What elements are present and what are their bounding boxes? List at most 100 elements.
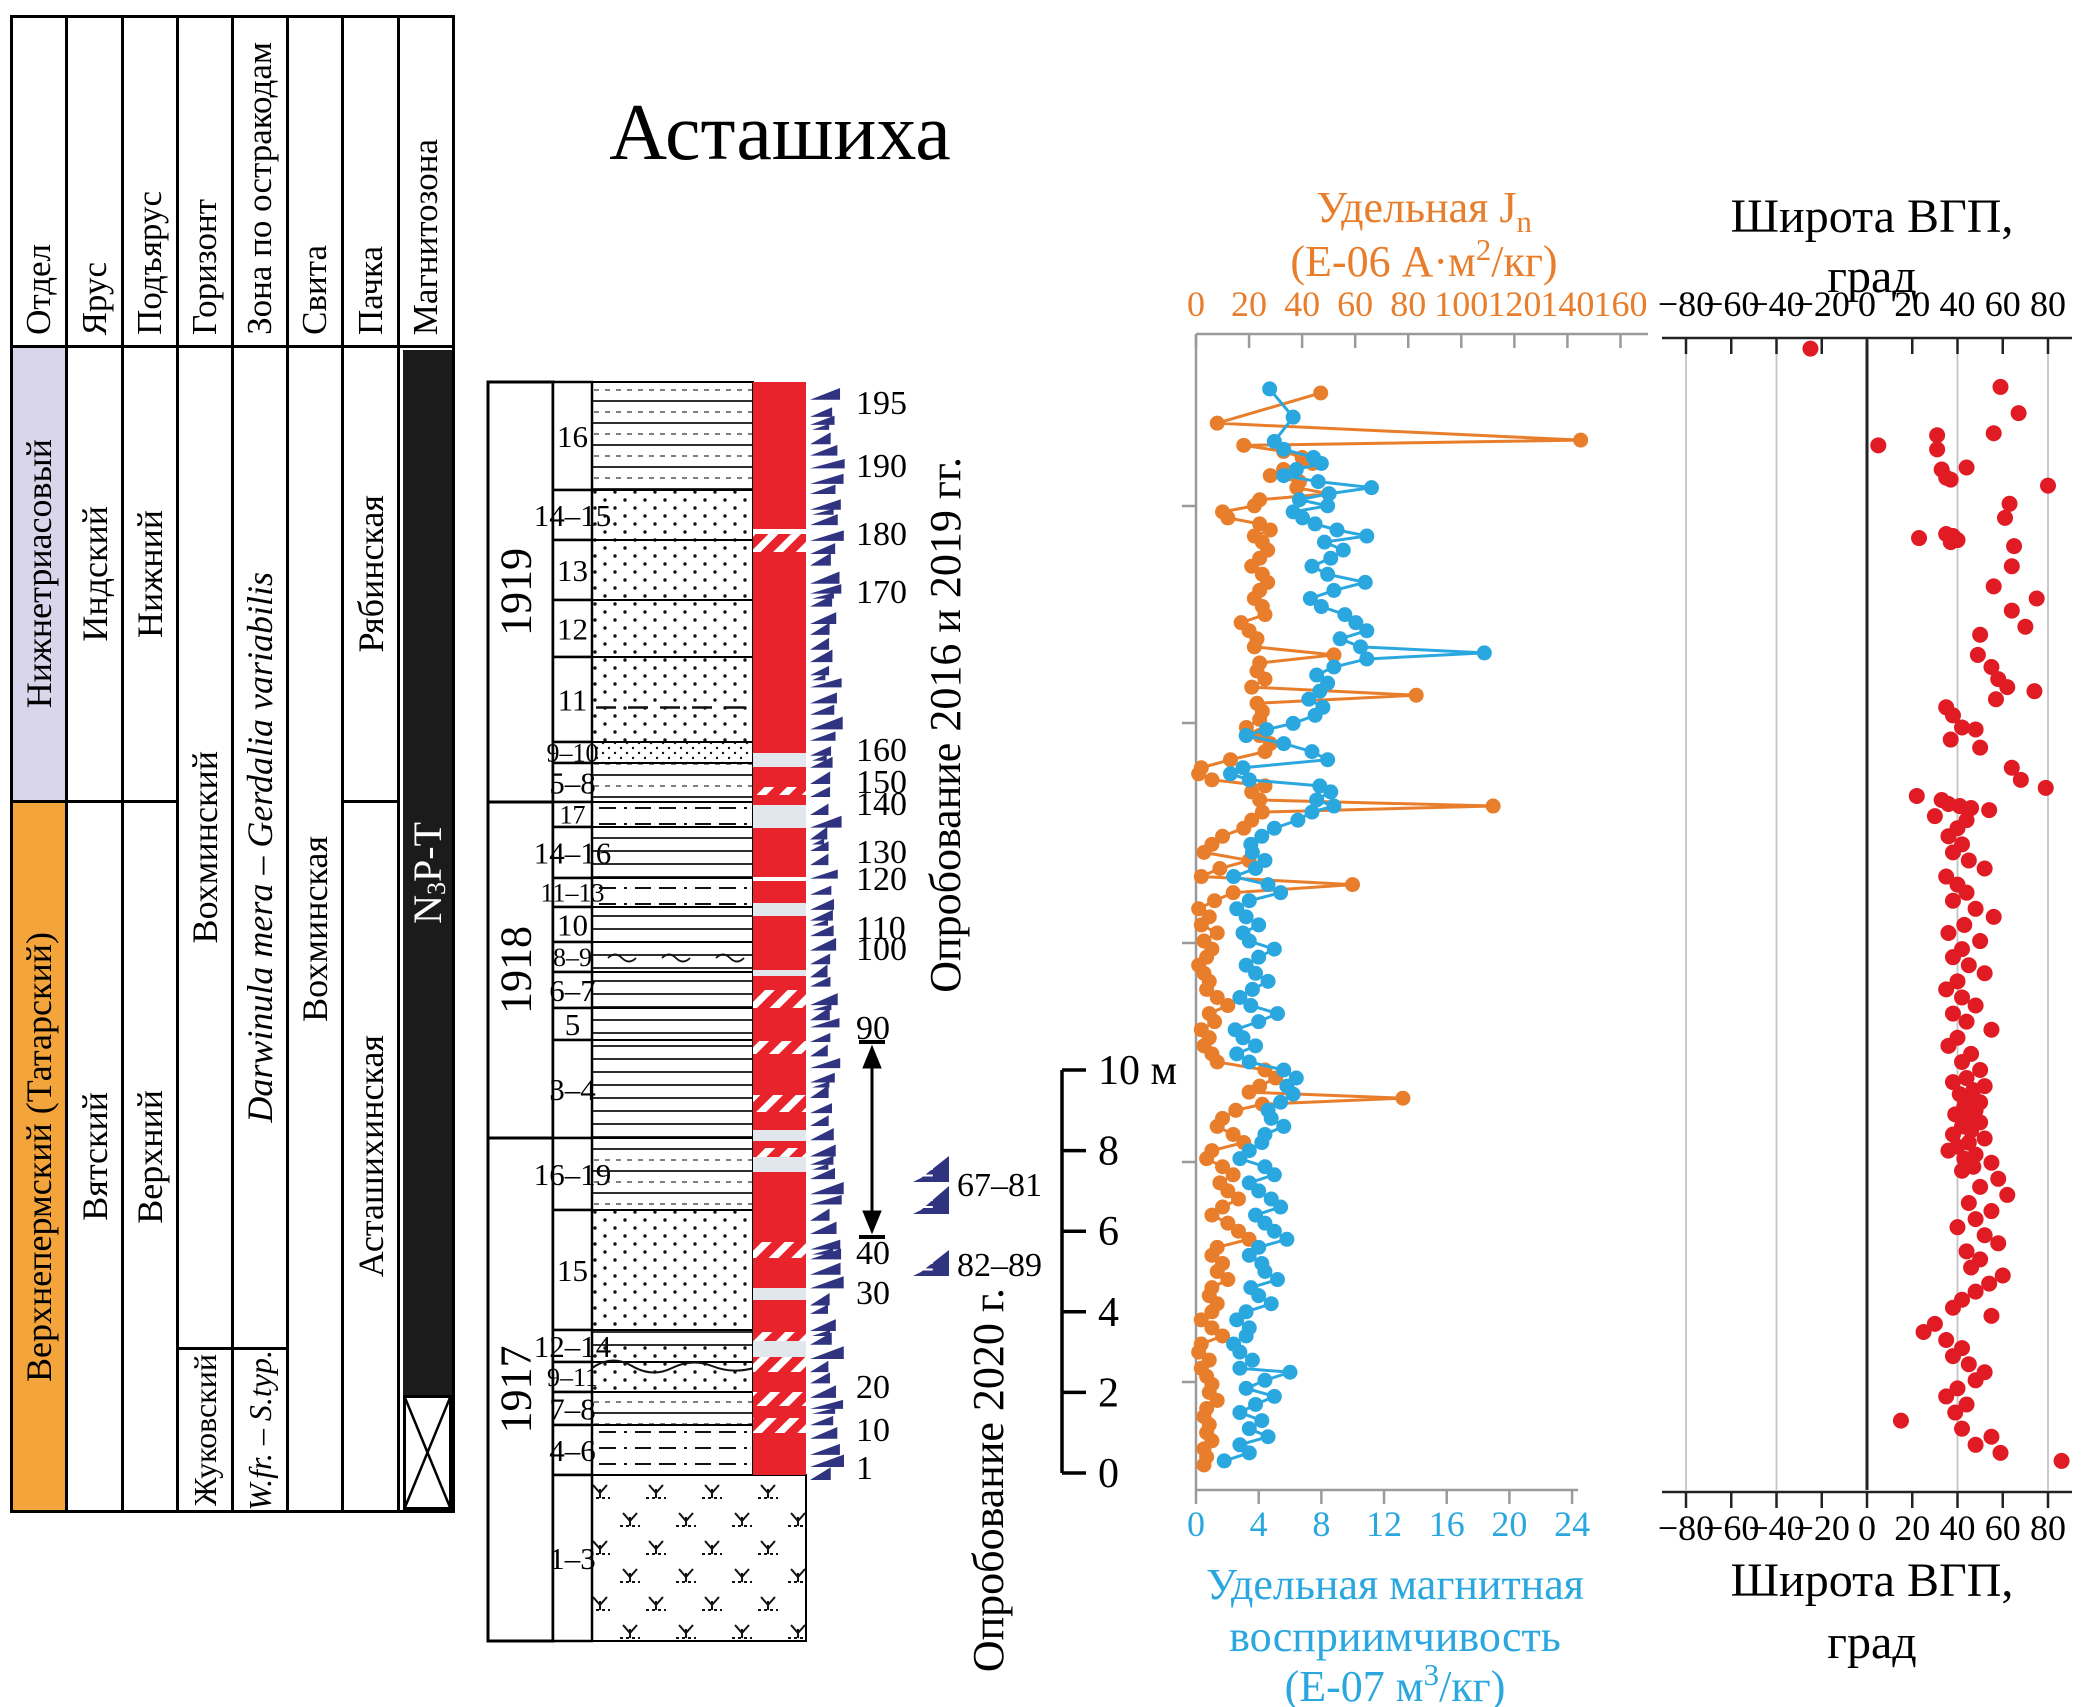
svg-text:40: 40 bbox=[1940, 1508, 1976, 1548]
svg-text:восприимчивость: восприимчивость bbox=[1229, 1612, 1561, 1661]
svg-text:60: 60 bbox=[1985, 284, 2021, 324]
svg-text:Удельная Jn: Удельная Jn bbox=[1316, 183, 1532, 239]
magnetozone-bar: N3P-T bbox=[403, 350, 452, 1395]
svg-text:−40: −40 bbox=[1748, 284, 1804, 324]
strat-column: 1919191819171614–151312119–105–81714–161… bbox=[486, 380, 1177, 1643]
sample-number-labels: 1951901801701601501401301201101009040302… bbox=[856, 385, 907, 1487]
svg-text:180: 180 bbox=[856, 516, 907, 553]
cell-gorizont-vokhminsky: Вохминский bbox=[185, 751, 225, 944]
bed-column: 1614–151312119–105–81714–1611–13108–96–7… bbox=[534, 380, 612, 1643]
svg-text:20: 20 bbox=[1231, 284, 1267, 324]
column-divider bbox=[341, 18, 344, 1510]
svg-text:40: 40 bbox=[1284, 284, 1320, 324]
cell-pachka-ryabinskaya: Рябинская bbox=[350, 495, 391, 653]
svg-text:140: 140 bbox=[856, 786, 907, 823]
svg-text:(Е-07 м3/кг): (Е-07 м3/кг) bbox=[1285, 1658, 1506, 1707]
jn-series bbox=[1191, 385, 1589, 1473]
svg-text:0: 0 bbox=[1187, 284, 1205, 324]
svg-text:10: 10 bbox=[856, 1412, 890, 1449]
svg-text:24: 24 bbox=[1554, 1504, 1590, 1544]
column-divider bbox=[176, 18, 179, 1510]
svg-text:4: 4 bbox=[1098, 1290, 1119, 1336]
cell-divider bbox=[234, 1347, 286, 1350]
svg-text:13: 13 bbox=[557, 553, 588, 588]
svg-text:2: 2 bbox=[1098, 1370, 1119, 1416]
svg-text:40: 40 bbox=[1940, 284, 1976, 324]
column-divider bbox=[121, 18, 124, 1510]
lithology-column bbox=[591, 381, 807, 1642]
svg-text:−40: −40 bbox=[1748, 1508, 1804, 1548]
svg-text:1919: 1919 bbox=[492, 548, 541, 636]
svg-text:100: 100 bbox=[1434, 284, 1488, 324]
svg-text:160: 160 bbox=[1593, 284, 1647, 324]
svg-text:9–11: 9–11 bbox=[547, 1363, 598, 1392]
svg-text:160: 160 bbox=[856, 732, 907, 769]
susceptibility-axis: 0 4 8 12 16 20 24 Удельная магнитнаявосприимчив… bbox=[1187, 1490, 1590, 1707]
jn-axis: 0 20 40 60 80 100 120 140 160 Удельная Jn(Е-06 А·… bbox=[1187, 183, 1647, 348]
svg-text:3–4: 3–4 bbox=[549, 1072, 596, 1107]
svg-text:20: 20 bbox=[1894, 284, 1930, 324]
svg-text:0: 0 bbox=[1187, 1504, 1205, 1544]
svg-text:−80: −80 bbox=[1658, 1508, 1714, 1548]
col-header-magnitozona: Магнитозона bbox=[406, 138, 445, 335]
cell-divider bbox=[68, 800, 121, 803]
col-header-gorizont: Горизонт bbox=[185, 198, 224, 335]
svg-text:120: 120 bbox=[856, 861, 907, 898]
column-divider bbox=[397, 18, 400, 1510]
column-divider bbox=[231, 18, 234, 1510]
svg-text:60: 60 bbox=[1337, 284, 1373, 324]
svg-text:0: 0 bbox=[1858, 1508, 1876, 1548]
cell-podyarus-nizhny: Нижний bbox=[130, 510, 170, 638]
svg-text:80: 80 bbox=[2030, 284, 2066, 324]
cell-divider bbox=[179, 1347, 231, 1350]
svg-text:80: 80 bbox=[1390, 284, 1426, 324]
svg-text:195: 195 bbox=[856, 385, 907, 422]
svg-text:11: 11 bbox=[558, 682, 588, 717]
note-sampling-2020: Опробование 2020 г. bbox=[963, 1287, 1013, 1673]
cell-zona-darwinula: Darwinula mera – Gerdalia variabilis bbox=[240, 572, 280, 1123]
svg-text:5: 5 bbox=[565, 1007, 581, 1042]
svg-text:16: 16 bbox=[1429, 1504, 1465, 1544]
header-divider bbox=[13, 345, 452, 348]
sampling-range-arrow bbox=[859, 1040, 885, 1239]
svg-text:град: град bbox=[1827, 1616, 1916, 1669]
cell-divider bbox=[124, 800, 176, 803]
vgp-points bbox=[1802, 340, 2070, 1469]
svg-text:град: град bbox=[1827, 250, 1916, 303]
cell-gorizont-zhukovsky: Жуковский bbox=[186, 1354, 223, 1506]
svg-text:10 м: 10 м bbox=[1098, 1048, 1177, 1094]
col-header-svita: Свита bbox=[295, 245, 334, 335]
col-header-zona: Зона по остракодам bbox=[240, 42, 279, 335]
svg-text:6: 6 bbox=[1098, 1209, 1119, 1255]
magnetozone-label: N3P-T bbox=[404, 821, 451, 924]
svg-text:12: 12 bbox=[557, 611, 588, 646]
svg-text:Широта ВГП,: Широта ВГП, bbox=[1731, 1554, 2014, 1607]
svg-text:8: 8 bbox=[1312, 1504, 1330, 1544]
svg-text:0: 0 bbox=[1858, 284, 1876, 324]
svg-text:−60: −60 bbox=[1703, 284, 1759, 324]
svg-text:67–81: 67–81 bbox=[957, 1167, 1042, 1204]
svg-text:130: 130 bbox=[856, 834, 907, 871]
svg-text:1–3: 1–3 bbox=[549, 1541, 596, 1576]
svg-text:8–9: 8–9 bbox=[553, 943, 592, 972]
polarity-column bbox=[753, 382, 806, 1475]
svg-text:150: 150 bbox=[856, 764, 907, 801]
svg-text:7–8: 7–8 bbox=[549, 1391, 596, 1426]
svg-text:0: 0 bbox=[1098, 1451, 1119, 1497]
svg-text:110: 110 bbox=[856, 910, 906, 947]
col-header-otdel: Отдел bbox=[19, 244, 58, 335]
svg-text:1918: 1918 bbox=[492, 926, 541, 1014]
svg-text:1: 1 bbox=[856, 1450, 873, 1487]
svg-text:15: 15 bbox=[557, 1253, 588, 1288]
svg-text:10: 10 bbox=[557, 907, 588, 942]
svg-text:17: 17 bbox=[560, 801, 586, 830]
svg-text:20: 20 bbox=[856, 1369, 890, 1406]
svg-text:(Е-06 А·м2/кг): (Е-06 А·м2/кг) bbox=[1290, 233, 1557, 286]
cell-zona-wfr: W.fr. – S.typ. bbox=[241, 1350, 278, 1510]
cell-svita-vokhminskaya: Вохминская bbox=[295, 836, 335, 1022]
cell-otdel-permian: Верхнепермский (Татарский) bbox=[13, 803, 65, 1510]
sample-clusters-2020: 67–81 82–89 bbox=[913, 1156, 1042, 1284]
svg-text:−20: −20 bbox=[1794, 1508, 1850, 1548]
